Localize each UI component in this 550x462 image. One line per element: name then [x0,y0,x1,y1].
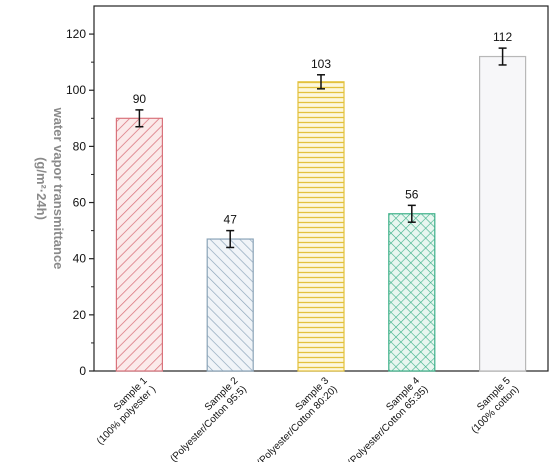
y-tick-label: 0 [79,364,86,378]
error-bar [498,47,507,66]
y-tick-label: 100 [66,83,86,97]
y-tick-label: 60 [73,196,87,210]
x-category-label: (Polyester/Cotton 80:20) [255,384,339,462]
x-axis-category-labels: Sample 1(100% polyester ) Sample 2(Polyes… [95,375,521,462]
error-bar [226,229,235,249]
y-axis-ticks: 0 20 40 60 80 100 120 [66,27,94,378]
y-axis-title: water vapor transmittance(g/m²·24h) [34,107,66,270]
y-tick-label: 40 [73,252,87,266]
error-bar [317,74,325,90]
data-label: 47 [224,213,238,227]
y-tick-label: 20 [73,308,87,322]
bar [479,55,527,372]
data-label: 112 [493,30,512,44]
bars [115,55,527,372]
x-category-label: (Polyester/Cotton 95:5) [168,384,248,462]
bar [115,117,164,372]
data-label: 56 [405,187,419,201]
error-bar [135,109,144,128]
y-axis-title-line: water vapor transmittance [51,107,66,270]
bar [297,81,345,372]
error-bars [135,47,507,249]
x-category-label: (Polyester/Cotton 65:35) [346,384,430,462]
data-label: 90 [133,92,147,106]
y-tick-label: 120 [66,27,86,41]
y-tick-label: 80 [73,139,87,153]
y-axis-title-line: (g/m²·24h) [34,157,49,220]
bar [206,238,254,372]
bar [388,213,436,372]
data-labels: 90 47 103 56 112 [133,30,513,227]
error-bar [407,204,416,223]
data-label: 103 [311,57,331,71]
